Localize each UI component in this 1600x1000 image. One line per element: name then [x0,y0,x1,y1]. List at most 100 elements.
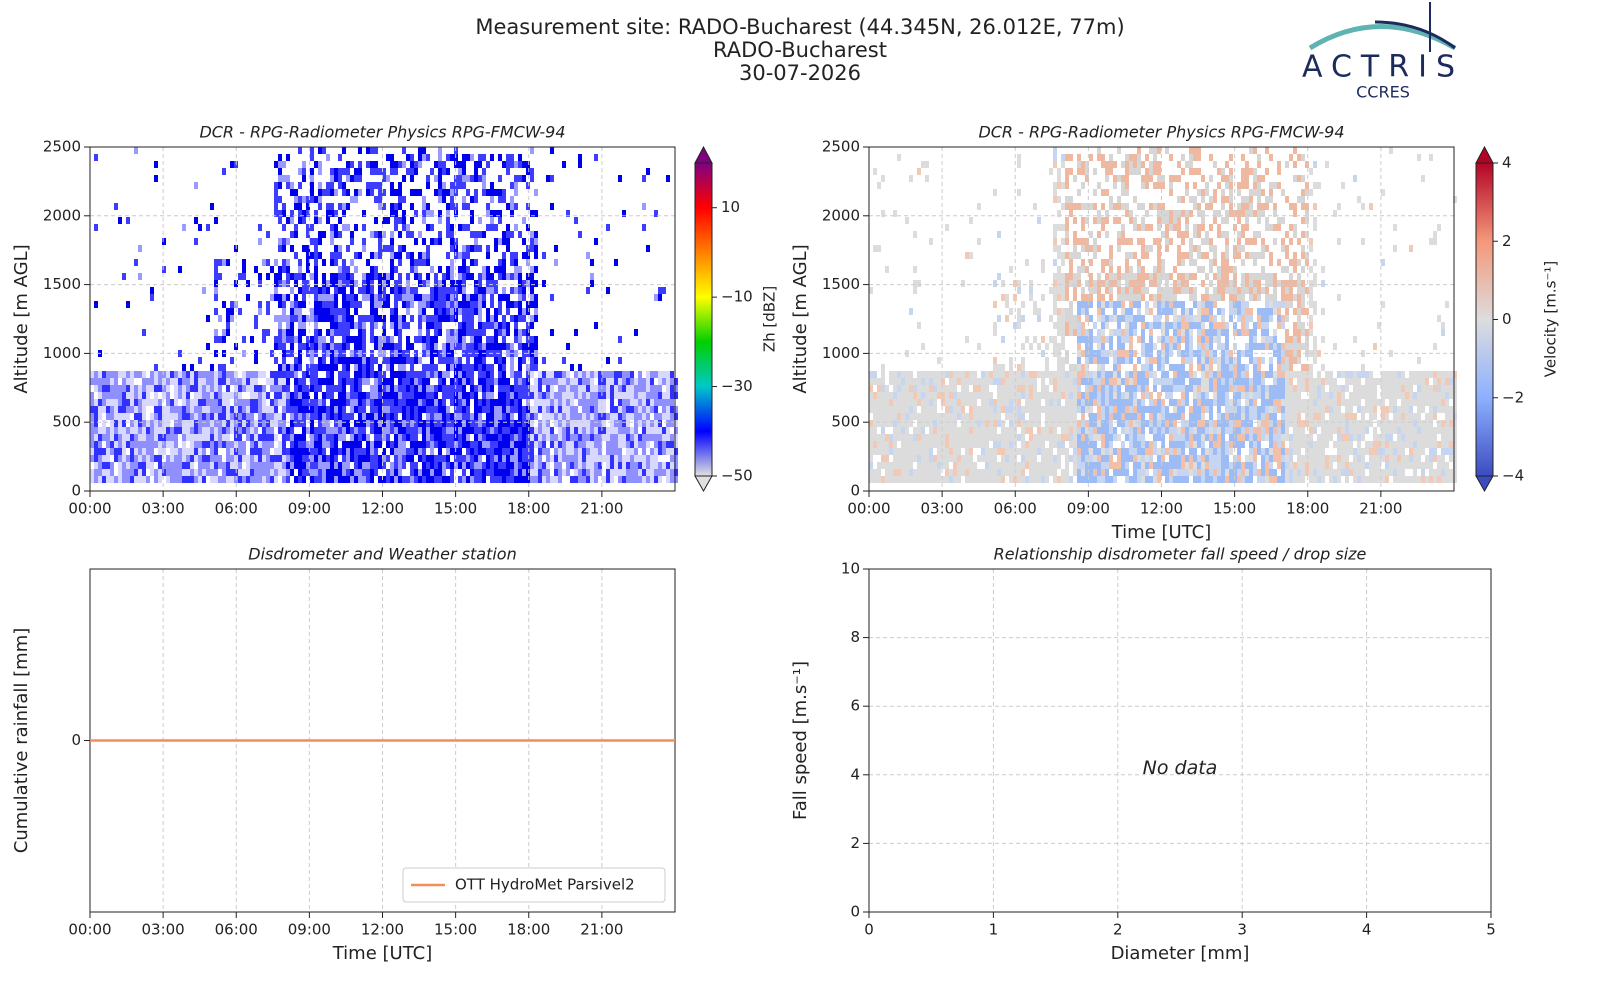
echo-cell [929,469,933,476]
echo-cell [981,371,985,378]
echo-cell [1053,273,1057,280]
y-tick-label: 1000 [43,344,81,362]
echo-cell [410,287,414,294]
echo-cell [354,392,358,399]
echo-cell [889,476,893,483]
echo-cell [282,350,286,357]
echo-cell [462,294,466,301]
echo-cell [1065,427,1069,434]
echo-cell [1121,301,1125,308]
echo-cell [1053,154,1057,161]
echo-cell [1065,315,1069,322]
echo-cell [390,308,394,315]
echo-cell [446,308,450,315]
echo-cell [901,448,905,455]
echo-cell [522,161,526,168]
echo-cell [869,371,873,378]
echo-cell [222,329,226,336]
echo-cell [1009,455,1013,462]
echo-cell [442,161,446,168]
echo-cell [438,168,442,175]
echo-cell [622,434,626,441]
echo-cell [1109,420,1113,427]
echo-cell [514,336,518,343]
echo-cell [941,399,945,406]
echo-cell [518,280,522,287]
echo-cell [450,189,454,196]
echo-cell [266,273,270,280]
echo-cell [518,308,522,315]
echo-cell [997,364,1001,371]
echo-cell [1129,161,1133,168]
echo-cell [610,427,614,434]
echo-cell [142,476,146,483]
echo-cell [598,399,602,406]
echo-cell [250,434,254,441]
echo-cell [214,217,218,224]
echo-cell [98,469,102,476]
echo-cell [1049,434,1053,441]
echo-cell [134,441,138,448]
echo-cell [945,441,949,448]
echo-cell [654,441,658,448]
echo-cell [646,434,650,441]
echo-cell [1105,231,1109,238]
echo-cell [490,413,494,420]
echo-cell [222,462,226,469]
echo-cell [358,413,362,420]
echo-cell [514,175,518,182]
echo-cell [290,245,294,252]
echo-cell [542,462,546,469]
echo-cell [238,273,242,280]
echo-cell [598,392,602,399]
echo-cell [993,434,997,441]
echo-cell [122,469,126,476]
echo-cell [366,434,370,441]
echo-cell [1021,448,1025,455]
echo-cell [450,448,454,455]
echo-cell [1089,154,1093,161]
echo-cell [574,469,578,476]
panel-title: DCR - RPG-Radiometer Physics RPG-FMCW-94 [199,123,565,142]
echo-cell [94,448,98,455]
echo-cell [110,399,114,406]
echo-cell [989,392,993,399]
station-name: RADO-Bucharest [713,38,887,62]
echo-cell [410,231,414,238]
echo-cell [953,420,957,427]
echo-cell [945,434,949,441]
echo-cell [506,273,510,280]
echo-cell [406,420,410,427]
echo-cell [322,455,326,462]
echo-cell [418,336,422,343]
echo-cell [1097,385,1101,392]
echo-cell [490,364,494,371]
echo-cell [1117,329,1121,336]
echo-cell [306,315,310,322]
echo-cell [1097,434,1101,441]
echo-cell [1029,399,1033,406]
echo-cell [1117,364,1121,371]
echo-cell [534,336,538,343]
echo-cell [666,175,670,182]
echo-cell [106,371,110,378]
echo-cell [358,357,362,364]
echo-cell [286,434,290,441]
echo-cell [506,245,510,252]
echo-cell [350,406,354,413]
echo-cell [214,469,218,476]
echo-cell [530,287,534,294]
echo-cell [1077,329,1081,336]
echo-cell [466,154,470,161]
echo-cell [114,203,118,210]
echo-cell [498,427,502,434]
echo-cell [1061,182,1065,189]
echo-cell [510,301,514,308]
echo-cell [370,336,374,343]
echo-cell [885,434,889,441]
echo-cell [402,441,406,448]
echo-cell [266,420,270,427]
echo-cell [674,462,678,469]
echo-cell [1081,266,1085,273]
echo-cell [1069,266,1073,273]
